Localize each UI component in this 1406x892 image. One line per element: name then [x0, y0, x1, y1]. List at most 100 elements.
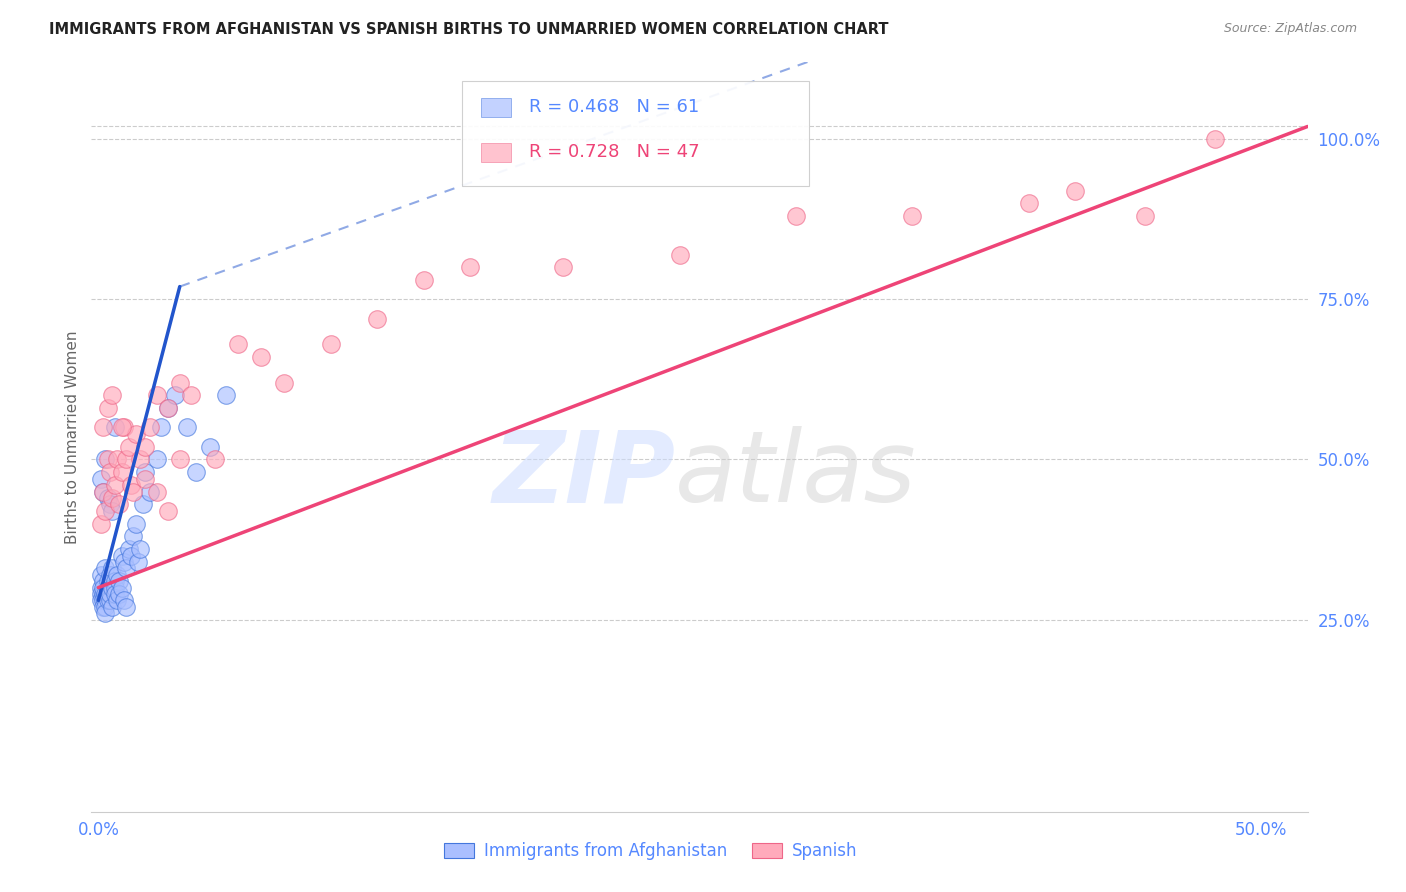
Text: R = 0.468   N = 61: R = 0.468 N = 61: [529, 98, 699, 116]
Point: [250, 350, 273, 364]
Point: [97, 491, 120, 505]
Point: [97, 401, 120, 416]
Point: [134, 465, 156, 479]
Point: [91, 593, 114, 607]
Point: [319, 337, 342, 351]
Point: [90, 516, 112, 531]
Point: [97, 593, 120, 607]
Point: [98, 567, 121, 582]
Point: [120, 478, 142, 492]
Point: [111, 549, 134, 563]
Point: [413, 273, 436, 287]
Point: [111, 420, 134, 434]
Text: atlas: atlas: [675, 426, 917, 523]
Point: [112, 593, 135, 607]
Point: [1018, 196, 1040, 211]
Point: [124, 516, 146, 531]
Point: [117, 542, 139, 557]
Point: [115, 599, 138, 614]
Y-axis label: Births to Unmarried Women: Births to Unmarried Women: [65, 330, 80, 544]
Point: [1204, 132, 1226, 146]
FancyBboxPatch shape: [481, 143, 510, 161]
Text: IMMIGRANTS FROM AFGHANISTAN VS SPANISH BIRTHS TO UNMARRIED WOMEN CORRELATION CHA: IMMIGRANTS FROM AFGHANISTAN VS SPANISH B…: [49, 22, 889, 37]
Point: [138, 420, 160, 434]
Point: [91, 420, 114, 434]
Point: [97, 587, 120, 601]
Point: [150, 420, 173, 434]
Point: [138, 484, 160, 499]
Point: [1064, 184, 1087, 198]
Point: [104, 581, 127, 595]
Point: [115, 452, 138, 467]
Point: [104, 420, 127, 434]
Point: [112, 555, 135, 569]
Point: [176, 420, 198, 434]
Point: [91, 581, 114, 595]
Point: [901, 209, 924, 223]
Point: [157, 401, 180, 416]
Point: [90, 581, 112, 595]
Point: [101, 491, 124, 505]
Point: [108, 497, 131, 511]
Point: [108, 587, 131, 601]
Point: [105, 567, 128, 582]
Point: [101, 504, 124, 518]
Point: [215, 388, 238, 402]
Point: [145, 388, 167, 402]
Point: [198, 440, 221, 454]
Legend: Immigrants from Afghanistan, Spanish: Immigrants from Afghanistan, Spanish: [437, 836, 865, 867]
Point: [127, 555, 149, 569]
Point: [98, 497, 121, 511]
Point: [101, 561, 124, 575]
Text: R = 0.728   N = 47: R = 0.728 N = 47: [529, 144, 700, 161]
Point: [91, 484, 114, 499]
Point: [122, 484, 145, 499]
Point: [94, 587, 117, 601]
Point: [101, 599, 124, 614]
Point: [90, 472, 112, 486]
Point: [94, 452, 117, 467]
Point: [105, 593, 128, 607]
Point: [104, 574, 127, 589]
Point: [91, 484, 114, 499]
Point: [108, 574, 131, 589]
Point: [112, 420, 135, 434]
Point: [94, 593, 117, 607]
Point: [122, 529, 145, 543]
Text: Source: ZipAtlas.com: Source: ZipAtlas.com: [1223, 22, 1357, 36]
Point: [101, 581, 124, 595]
Point: [1133, 209, 1156, 223]
Point: [120, 549, 142, 563]
Point: [131, 497, 153, 511]
Point: [105, 452, 128, 467]
Point: [101, 388, 124, 402]
Point: [145, 452, 167, 467]
Point: [104, 478, 127, 492]
Point: [97, 452, 120, 467]
Point: [145, 484, 167, 499]
Point: [184, 465, 207, 479]
Point: [785, 209, 807, 223]
FancyBboxPatch shape: [481, 98, 510, 117]
Point: [169, 376, 191, 390]
Point: [94, 561, 117, 575]
Point: [97, 581, 120, 595]
Point: [117, 440, 139, 454]
Point: [124, 426, 146, 441]
Point: [129, 542, 152, 557]
Point: [94, 606, 117, 620]
Point: [129, 452, 152, 467]
Point: [169, 452, 191, 467]
Point: [90, 567, 112, 582]
Point: [204, 452, 226, 467]
Point: [111, 581, 134, 595]
Point: [90, 593, 112, 607]
Point: [98, 587, 121, 601]
Point: [91, 574, 114, 589]
Point: [90, 587, 112, 601]
Point: [366, 311, 388, 326]
Point: [157, 401, 180, 416]
Point: [460, 260, 482, 275]
Point: [115, 561, 138, 575]
Point: [553, 260, 575, 275]
